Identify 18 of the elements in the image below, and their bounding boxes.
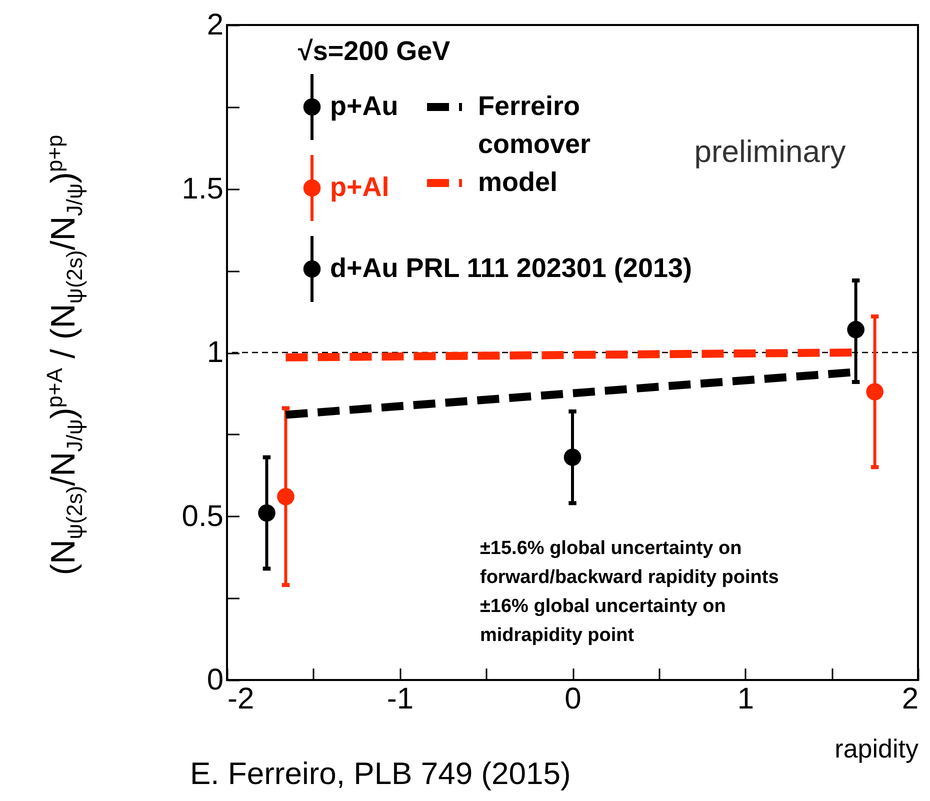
y-tick-label: 0.5	[182, 500, 224, 533]
y-tick-label: 2	[206, 8, 224, 42]
x-tick-label: 1	[737, 682, 754, 716]
legend-label: Ferreiro comover model	[478, 91, 592, 197]
x-tick-label: 2	[902, 682, 918, 716]
x-tick-label: -1	[386, 682, 414, 716]
x-tick-label: -2	[228, 682, 254, 716]
annotation: ±15.6% global uncertainty on forward/backward rapidity points ±16% global uncertainty on midrapidity point	[480, 538, 779, 646]
text: E. Ferreiro, PLB 749 (2015)	[190, 756, 571, 791]
x-tick-label: 0	[564, 682, 582, 716]
legend-label: p+Al	[330, 172, 390, 202]
annotation: preliminary	[694, 134, 846, 169]
y-tick-label: 1.5	[182, 172, 224, 206]
legend-label: d+Au PRL 111 202301 (2013)	[330, 253, 692, 283]
x-axis-title: rapidity	[834, 734, 918, 764]
legend-label: p+Au	[330, 91, 398, 121]
annotation: √s=200 GeV	[298, 36, 450, 66]
y-tick-label: 1	[206, 336, 224, 369]
